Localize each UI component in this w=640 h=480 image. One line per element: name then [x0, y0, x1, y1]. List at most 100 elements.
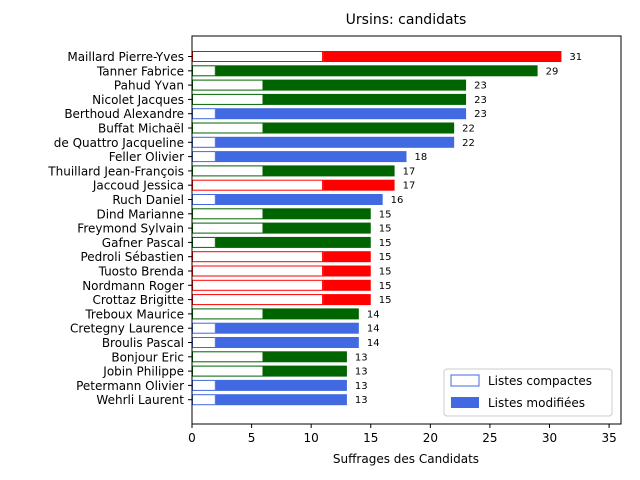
data-label: 13: [355, 367, 368, 378]
plot-frame: [191, 35, 622, 425]
bar-modified: [215, 65, 538, 77]
data-label: 13: [355, 395, 368, 406]
bar-compact: [192, 294, 324, 306]
legend-label-modified: Listes modifiées: [488, 396, 585, 410]
bar-modified: [215, 194, 383, 205]
bar-compact: [192, 79, 264, 91]
bar-modified: [323, 294, 371, 306]
x-tick-label: 35: [601, 431, 616, 445]
y-tick-label: Pahud Yvan: [114, 79, 184, 93]
legend: Listes compactes Listes modifiées: [443, 368, 613, 417]
y-tick-label: Freymond Sylvain: [77, 222, 184, 236]
data-label: 15: [379, 281, 392, 292]
data-label: 13: [355, 352, 368, 363]
y-tick-label: Thuillard Jean-François: [47, 164, 184, 178]
bar-compact: [192, 337, 216, 348]
data-label: 14: [367, 324, 380, 335]
y-tick-label: Feller Olivier: [109, 150, 184, 164]
y-tick-label: Wehrli Laurent: [96, 393, 184, 407]
bar-modified: [263, 122, 455, 134]
bars-layer: [192, 51, 562, 406]
bar-modified: [215, 151, 407, 163]
bar-compact: [192, 322, 216, 334]
bar-compact: [192, 279, 324, 291]
bar-compact: [192, 394, 216, 406]
bar-modified: [263, 308, 359, 320]
bar-compact: [192, 351, 264, 363]
data-label: 22: [462, 138, 475, 149]
data-label: 15: [379, 252, 392, 263]
data-label: 16: [391, 195, 404, 206]
x-axis: 0 5 10 15 20 25 30 35: [188, 424, 617, 445]
bar-compact: [192, 136, 216, 148]
bar-modified: [263, 79, 467, 91]
y-tick-label: Pedroli Sébastien: [80, 250, 184, 264]
y-tick-label: Maillard Pierre-Yves: [67, 50, 184, 64]
bar-modified: [263, 208, 371, 220]
y-tick-label: Cretegny Laurence: [70, 322, 184, 336]
bar-modified: [263, 222, 371, 234]
y-tick-label: Gafner Pascal: [102, 236, 184, 250]
bar-compact: [192, 151, 216, 163]
y-tick-label: Tuosto Brenda: [98, 265, 184, 279]
x-tick-label: 0: [188, 431, 196, 445]
bar-compact: [192, 251, 324, 263]
bar-modified: [215, 337, 359, 348]
y-tick-label: Crottaz Brigitte: [92, 293, 184, 307]
legend-swatch-modified: [451, 397, 479, 408]
data-label: 13: [355, 381, 368, 392]
bar-modified: [323, 51, 562, 62]
legend-swatch-compact: [450, 374, 480, 387]
y-tick-label: Nicolet Jacques: [92, 93, 184, 107]
data-label: 23: [474, 81, 487, 92]
x-tick-label: 20: [423, 431, 438, 445]
legend-label-compact: Listes compactes: [488, 374, 592, 388]
y-tick-label: Broulis Pascal: [102, 336, 184, 350]
data-label: 14: [367, 309, 380, 320]
data-label: 17: [403, 181, 416, 192]
bar-compact: [192, 51, 324, 62]
bar-compact: [192, 108, 216, 120]
bar-compact: [192, 236, 216, 248]
bar-modified: [215, 322, 359, 334]
data-label: 22: [462, 124, 475, 135]
bar-modified: [263, 93, 467, 105]
data-label: 15: [379, 224, 392, 235]
y-tick-label: Treboux Maurice: [84, 307, 184, 321]
bar-modified: [215, 394, 347, 406]
bar-compact: [192, 365, 264, 377]
bar-compact: [192, 122, 264, 134]
bar-compact: [192, 194, 216, 205]
bar-modified: [323, 251, 371, 263]
bar-compact: [192, 379, 216, 391]
x-tick-label: 5: [248, 431, 256, 445]
x-tick-label: 30: [542, 431, 557, 445]
bar-modified: [215, 108, 467, 120]
bar-modified: [263, 351, 347, 363]
data-label: 23: [474, 95, 487, 106]
bar-modified: [215, 136, 455, 148]
data-label: 15: [379, 209, 392, 220]
data-labels: 31 29 23 23 23 22 22 18 17 17 16 15 15 15 15 15 15 15 14 14…: [355, 52, 582, 406]
y-tick-label: Petermann Olivier: [76, 379, 184, 393]
data-label: 29: [546, 66, 559, 77]
bar-compact: [192, 93, 264, 105]
data-label: 15: [379, 295, 392, 306]
data-label: 15: [379, 238, 392, 249]
bar-modified: [215, 379, 347, 391]
bar-compact: [192, 165, 264, 177]
y-tick-label: Jaccoud Jessica: [92, 179, 184, 193]
x-tick-label: 10: [304, 431, 319, 445]
y-tick-label: Bonjour Eric: [111, 350, 184, 364]
y-tick-label: Tanner Fabrice: [96, 64, 184, 78]
bar-compact: [192, 265, 324, 277]
y-tick-label: Dind Marianne: [96, 207, 184, 221]
y-tick-label: Berthoud Alexandre: [64, 107, 184, 121]
bar-modified: [323, 279, 371, 291]
chart-title: Ursins: candidats: [346, 12, 467, 28]
y-tick-label: Ruch Daniel: [112, 193, 184, 207]
data-label: 18: [415, 152, 428, 163]
bar-compact: [192, 308, 264, 320]
bar-compact: [192, 208, 264, 220]
